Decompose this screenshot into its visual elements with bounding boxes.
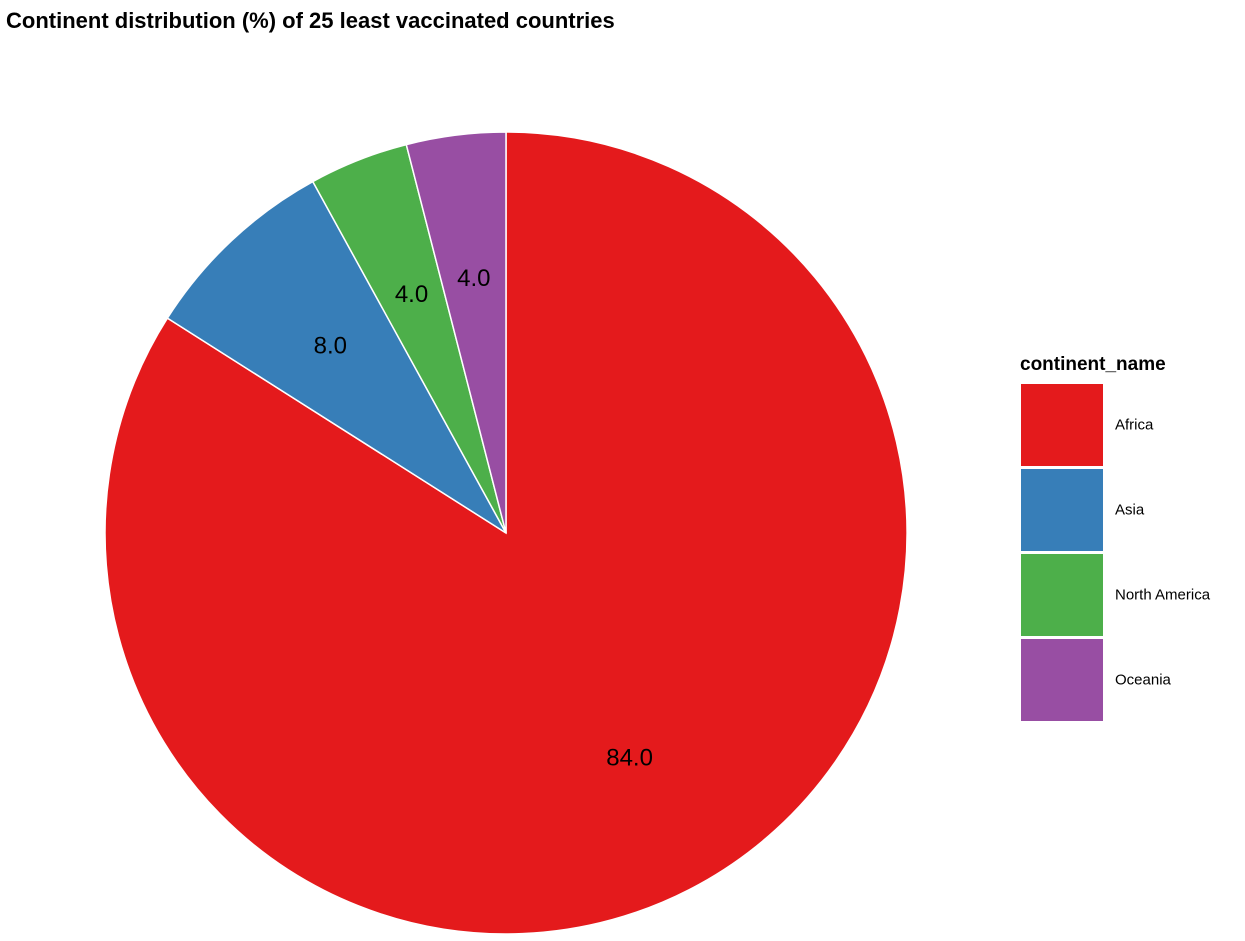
pie-slices <box>104 131 908 935</box>
legend-title: continent_name <box>1020 354 1166 375</box>
chart-title: Continent distribution (%) of 25 least v… <box>6 8 615 33</box>
slice-label-africa: 84.0 <box>606 744 653 771</box>
pie-value-labels: 84.0 8.0 4.0 4.0 <box>314 265 653 772</box>
slice-label-oceania: 4.0 <box>457 265 490 292</box>
legend-key-north-america <box>1021 554 1103 636</box>
slice-asia <box>166 180 507 534</box>
slice-label-north-america: 4.0 <box>395 281 428 308</box>
slice-oceania <box>405 131 507 534</box>
legend-label-asia: Asia <box>1115 502 1145 519</box>
legend-key-asia <box>1021 469 1103 551</box>
slice-label-asia: 8.0 <box>314 332 347 359</box>
legend-label-africa: Africa <box>1115 417 1154 434</box>
legend-key-africa <box>1021 384 1103 466</box>
legend-items: Africa Asia North America Oceania <box>1021 384 1211 721</box>
legend-key-oceania <box>1021 639 1103 721</box>
legend-label-oceania: Oceania <box>1115 672 1172 689</box>
legend: continent_name Africa Asia North America Oc… <box>1020 354 1211 721</box>
legend-label-north-america: North America <box>1115 587 1211 604</box>
